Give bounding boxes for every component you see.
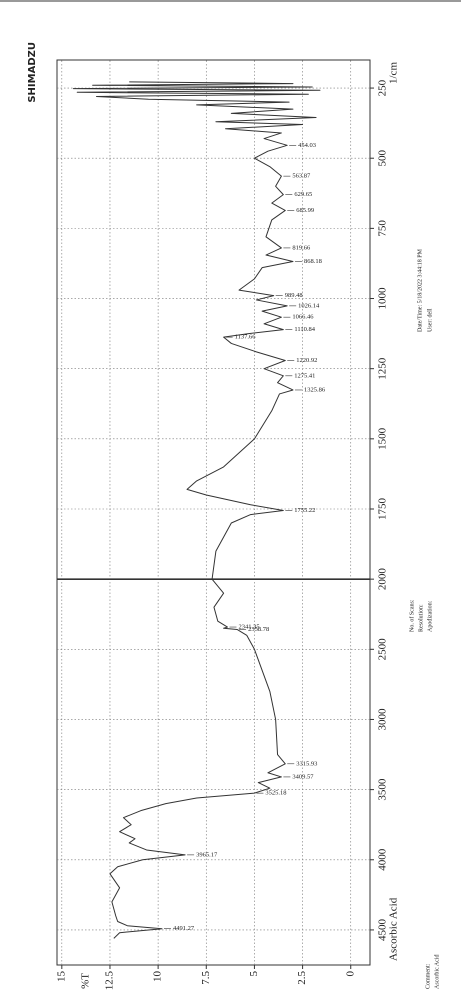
peak-label: 1220.92 xyxy=(296,357,317,364)
x-tick-label: 2500 xyxy=(377,638,389,661)
x-tick-label: 4500 xyxy=(377,918,389,941)
x-tick-label: 1500 xyxy=(377,427,389,450)
rotated-sheet: SHIMADZU Ascorbic Acid 1/cm %T Date/Time… xyxy=(27,42,440,990)
peak-label: 868.18 xyxy=(304,258,322,265)
peak-label: 2358.78 xyxy=(248,626,269,633)
peak-label: 3965.17 xyxy=(196,851,218,858)
peak-label: 1137.66 xyxy=(235,334,257,341)
peak-label: 989.48 xyxy=(285,292,303,299)
x-tick-label: 1250 xyxy=(377,357,389,380)
x-tick-label: 500 xyxy=(377,149,389,166)
scan-info: Resolution: xyxy=(418,604,424,632)
x-tick-label: 1750 xyxy=(377,497,389,520)
peak-label: 1110.84 xyxy=(294,326,315,333)
peak-label: 3315.93 xyxy=(296,760,317,767)
scan-info: No. of Scans: xyxy=(408,599,415,632)
plot-frame xyxy=(56,59,371,966)
peak-label: 2341.35 xyxy=(238,624,259,631)
y-tick-label: 7.5 xyxy=(200,971,212,985)
x-tick-label: 4000 xyxy=(377,848,389,871)
peak-label: 1275.41 xyxy=(294,372,315,379)
peak-label: 3409.57 xyxy=(292,773,314,780)
peak-label: 1026.14 xyxy=(298,302,320,309)
y-tick-label: 12.5 xyxy=(104,971,116,991)
sample-name: Ascorbic Acid xyxy=(388,897,400,961)
peak-label: 563.87 xyxy=(292,173,311,180)
peak-label: 1066.46 xyxy=(292,314,314,321)
y-tick-label: 0 xyxy=(344,971,356,977)
peak-label: 454.03 xyxy=(298,142,316,149)
peak-label: 629.65 xyxy=(294,191,312,198)
spectrum xyxy=(72,81,321,939)
x-axis-label: 1/cm xyxy=(388,62,400,84)
peak-label: 1755.22 xyxy=(294,507,315,514)
x-tick-label: 3500 xyxy=(377,778,389,801)
y-tick-label: 10 xyxy=(152,971,164,983)
x-tick-label: 1000 xyxy=(377,287,389,310)
x-tick-label: 2000 xyxy=(377,568,389,591)
info-line: Date/Time: 5/18/2022 3:44:18 PM xyxy=(417,248,423,332)
y-tick-label: 5 xyxy=(248,971,260,977)
y-tick-label: 2.5 xyxy=(296,971,308,985)
peak-label: 3525.18 xyxy=(265,790,286,797)
x-tick-label: 750 xyxy=(377,220,389,237)
y-axis-label: %T xyxy=(80,973,92,989)
scan-info: Apodization: xyxy=(427,600,433,632)
comment: Ascorbic Acid xyxy=(434,955,440,990)
brand: SHIMADZU xyxy=(27,42,38,103)
x-tick-label: 3000 xyxy=(377,708,389,731)
info-line: User: dell xyxy=(427,308,433,332)
peak-label: 1325.86 xyxy=(304,386,326,393)
peak-label: 4491.27 xyxy=(173,925,195,932)
peak-label: 685.99 xyxy=(296,207,314,214)
y-tick-label: 15 xyxy=(55,971,67,983)
x-tick-label: 250 xyxy=(377,79,389,96)
comment: Comment: xyxy=(425,963,431,989)
peak-label: 819.66 xyxy=(292,244,311,251)
